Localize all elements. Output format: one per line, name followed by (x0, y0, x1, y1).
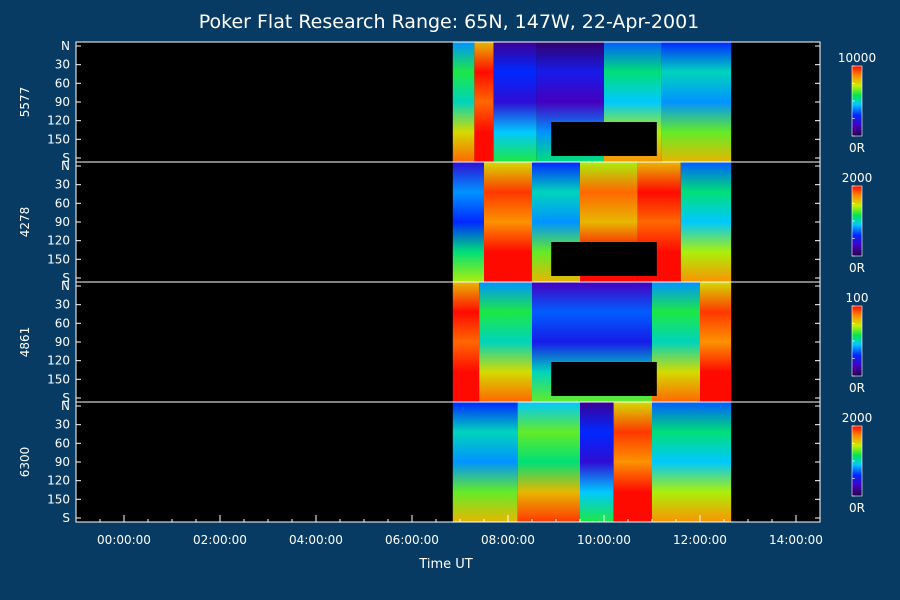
panel-label: 4278 (18, 207, 32, 238)
intensity-band (452, 162, 484, 282)
intensity-band (474, 42, 494, 162)
x-axis-label: Time UT (418, 557, 472, 572)
colorbar-max-label: 2000 (842, 411, 873, 425)
colorbar-min-label: 0R (849, 261, 865, 275)
y-tick-label: 150 (47, 372, 70, 386)
intensity-band (680, 162, 732, 282)
y-tick-label: 120 (47, 114, 70, 128)
y-tick-label: 30 (55, 178, 70, 192)
intensity-band (452, 402, 518, 522)
intensity-band (700, 282, 732, 402)
x-tick-label: 04:00:00 (289, 533, 343, 547)
y-tick-label: 30 (55, 298, 70, 312)
intensity-band (580, 402, 614, 522)
data-gap (551, 362, 657, 396)
intensity-band (479, 282, 532, 402)
colorbar-max-label: 100 (846, 291, 869, 305)
y-tick-label: S (62, 271, 70, 285)
colorbar-max-label: 2000 (842, 171, 873, 185)
data-gap (551, 122, 657, 156)
intensity-band (484, 162, 532, 282)
y-tick-label: 60 (55, 436, 70, 450)
intensity-band (452, 42, 475, 162)
intensity-band (452, 282, 480, 402)
y-tick-label: 60 (55, 196, 70, 210)
y-tick-label: 150 (47, 492, 70, 506)
chart-title: Poker Flat Research Range: 65N, 147W, 22… (199, 11, 700, 33)
colorbar (852, 426, 862, 496)
intensity-band (652, 282, 700, 402)
x-tick-label: 12:00:00 (673, 533, 727, 547)
y-tick-label: 120 (47, 354, 70, 368)
colorbar (852, 186, 862, 256)
data-gap (551, 242, 657, 276)
y-tick-label: 90 (55, 455, 70, 469)
y-tick-label: 30 (55, 58, 70, 72)
colorbar-min-label: 0R (849, 141, 865, 155)
y-tick-label: 60 (55, 316, 70, 330)
x-tick-label: 14:00:00 (769, 533, 823, 547)
panel-label: 4861 (18, 327, 32, 358)
y-tick-label: 30 (55, 418, 70, 432)
intensity-band (517, 402, 580, 522)
x-tick-label: 00:00:00 (97, 533, 151, 547)
panel-label: 6300 (18, 447, 32, 478)
y-tick-label: 120 (47, 474, 70, 488)
x-axis: 00:00:00 02:00:00 04:00:00 06:00:00 08:00:00… (97, 515, 823, 547)
intensity-band (613, 402, 652, 522)
intensity-band (661, 42, 732, 162)
x-tick-label: 10:00:00 (577, 533, 631, 547)
colorbar (852, 306, 862, 376)
intensity-band (652, 402, 732, 522)
y-tick-label: N (61, 399, 70, 413)
colorbar (852, 66, 862, 136)
panel-6300: N 30 60 90 120 150 S 6300 2000 0R (18, 399, 872, 525)
y-tick-label: S (62, 151, 70, 165)
panel-4278: N 30 60 90 120 150 S 4278 2000 0R (18, 159, 872, 285)
x-tick-label: 02:00:00 (193, 533, 247, 547)
panel-label: 5577 (18, 87, 32, 118)
intensity-band (493, 42, 537, 162)
y-tick-label: 90 (55, 215, 70, 229)
y-tick-label: N (61, 279, 70, 293)
y-tick-label: N (61, 159, 70, 173)
panel-4861: N 30 60 90 120 150 S 4861 100 0R (18, 279, 868, 405)
y-tick-label: 90 (55, 95, 70, 109)
y-tick-label: 150 (47, 252, 70, 266)
colorbar-max-label: 10000 (838, 51, 876, 65)
colorbar-min-label: 0R (849, 501, 865, 515)
panel-5577: N 30 60 90 120 150 S 5577 10000 0R (18, 39, 876, 165)
y-tick-label: S (62, 511, 70, 525)
y-tick-label: 150 (47, 132, 70, 146)
y-tick-label: 120 (47, 234, 70, 248)
y-tick-label: 90 (55, 335, 70, 349)
y-tick-label: S (62, 391, 70, 405)
y-tick-label: N (61, 39, 70, 53)
colorbar-min-label: 0R (849, 381, 865, 395)
y-tick-label: 60 (55, 76, 70, 90)
x-tick-label: 08:00:00 (481, 533, 535, 547)
x-tick-label: 06:00:00 (385, 533, 439, 547)
panels-layer: N 30 60 90 120 150 S 5577 10000 0R N 30 60 90 120 150 S 4… (18, 39, 876, 525)
